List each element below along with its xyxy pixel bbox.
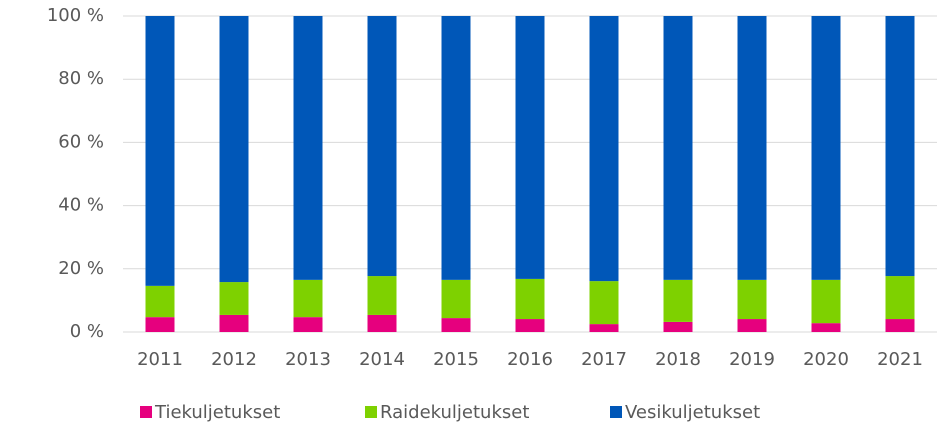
legend-label: Raidekuljetukset — [380, 402, 529, 423]
bar-segment — [811, 279, 841, 324]
x-tick-label: 2018 — [655, 349, 701, 370]
x-tick-label: 2019 — [729, 349, 775, 370]
x-tick-label: 2011 — [137, 349, 183, 370]
bar-segment — [145, 285, 175, 318]
bar-segment — [441, 279, 471, 319]
bar-segment — [885, 276, 915, 320]
bar-segment — [737, 279, 767, 320]
legend-swatch — [610, 406, 622, 418]
y-tick-label: 60 % — [58, 131, 104, 152]
bar-segment — [663, 16, 693, 280]
legend-swatch — [365, 406, 377, 418]
legend-label: Tiekuljetukset — [154, 402, 280, 423]
bar-segment — [441, 318, 471, 332]
y-tick-label: 40 % — [58, 195, 104, 216]
x-tick-label: 2021 — [877, 349, 923, 370]
x-tick-label: 2016 — [507, 349, 553, 370]
bar-segment — [737, 319, 767, 332]
x-tick-label: 2012 — [211, 349, 257, 370]
bar-segment — [589, 16, 619, 282]
bar-segment — [589, 324, 619, 332]
bar-segment — [219, 314, 249, 332]
y-tick-label: 100 % — [47, 5, 104, 26]
bar-segment — [219, 16, 249, 283]
bar-segment — [293, 279, 323, 318]
bar-segment — [145, 16, 175, 286]
x-tick-label: 2013 — [285, 349, 331, 370]
bar-segment — [885, 319, 915, 332]
y-tick-label: 20 % — [58, 258, 104, 279]
bar-segment — [145, 317, 175, 332]
bar-segment — [663, 279, 693, 322]
bar-segment — [293, 317, 323, 332]
bar-segment — [367, 314, 397, 332]
legend-label: Vesikuljetukset — [625, 402, 760, 423]
bar-segment — [293, 16, 323, 280]
bar-segment — [737, 16, 767, 280]
legend-swatch — [140, 406, 152, 418]
bar-segment — [367, 16, 397, 277]
bar-segment — [663, 321, 693, 332]
y-tick-label: 0 % — [70, 321, 104, 342]
bar-segment — [811, 323, 841, 332]
bar-segment — [885, 16, 915, 277]
x-tick-label: 2015 — [433, 349, 479, 370]
bar-segment — [515, 278, 545, 320]
y-tick-label: 80 % — [58, 68, 104, 89]
bar-segment — [811, 16, 841, 280]
x-tick-label: 2017 — [581, 349, 627, 370]
x-tick-label: 2014 — [359, 349, 405, 370]
x-tick-label: 2020 — [803, 349, 849, 370]
bar-segment — [515, 319, 545, 332]
bar-segment — [515, 16, 545, 279]
bar-segment — [441, 16, 471, 280]
bar-segment — [219, 282, 249, 315]
bar-segment — [589, 281, 619, 325]
bar-segment — [367, 276, 397, 315]
